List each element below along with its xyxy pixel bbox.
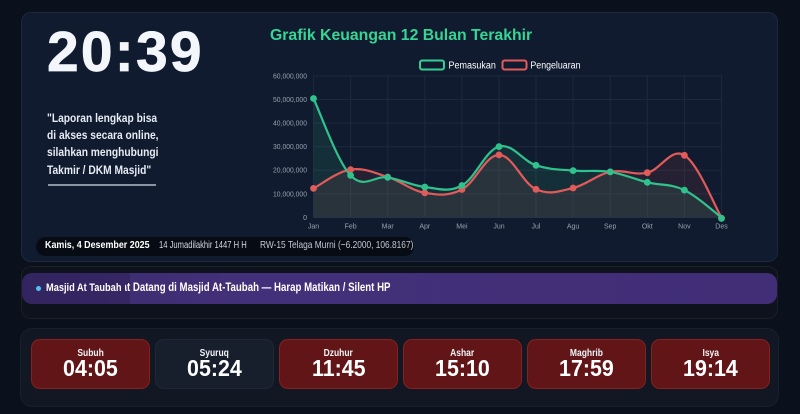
svg-text:Mei: Mei	[456, 224, 468, 231]
svg-text:0: 0	[303, 215, 307, 222]
svg-text:Okt: Okt	[642, 224, 653, 231]
svg-text:Pemasukan: Pemasukan	[449, 61, 496, 72]
svg-text:Pengeluaran: Pengeluaran	[530, 61, 580, 72]
svg-text:30,000,000: 30,000,000	[273, 144, 307, 151]
svg-text:Agu: Agu	[567, 224, 580, 231]
svg-text:10,000,000: 10,000,000	[273, 191, 307, 198]
svg-text:Feb: Feb	[345, 224, 357, 231]
svg-text:Jun: Jun	[493, 224, 504, 231]
svg-text:Jan: Jan	[308, 224, 319, 231]
svg-text:Nov: Nov	[678, 224, 691, 231]
svg-text:40,000,000: 40,000,000	[273, 121, 307, 128]
svg-text:Mar: Mar	[382, 224, 395, 231]
svg-text:50,000,000: 50,000,000	[273, 97, 307, 104]
svg-text:60,000,000: 60,000,000	[273, 73, 307, 80]
svg-text:Jul: Jul	[532, 224, 541, 231]
svg-text:Apr: Apr	[419, 224, 431, 231]
svg-text:20,000,000: 20,000,000	[273, 168, 307, 175]
svg-text:Sep: Sep	[604, 224, 617, 231]
svg-text:Des: Des	[715, 224, 728, 231]
